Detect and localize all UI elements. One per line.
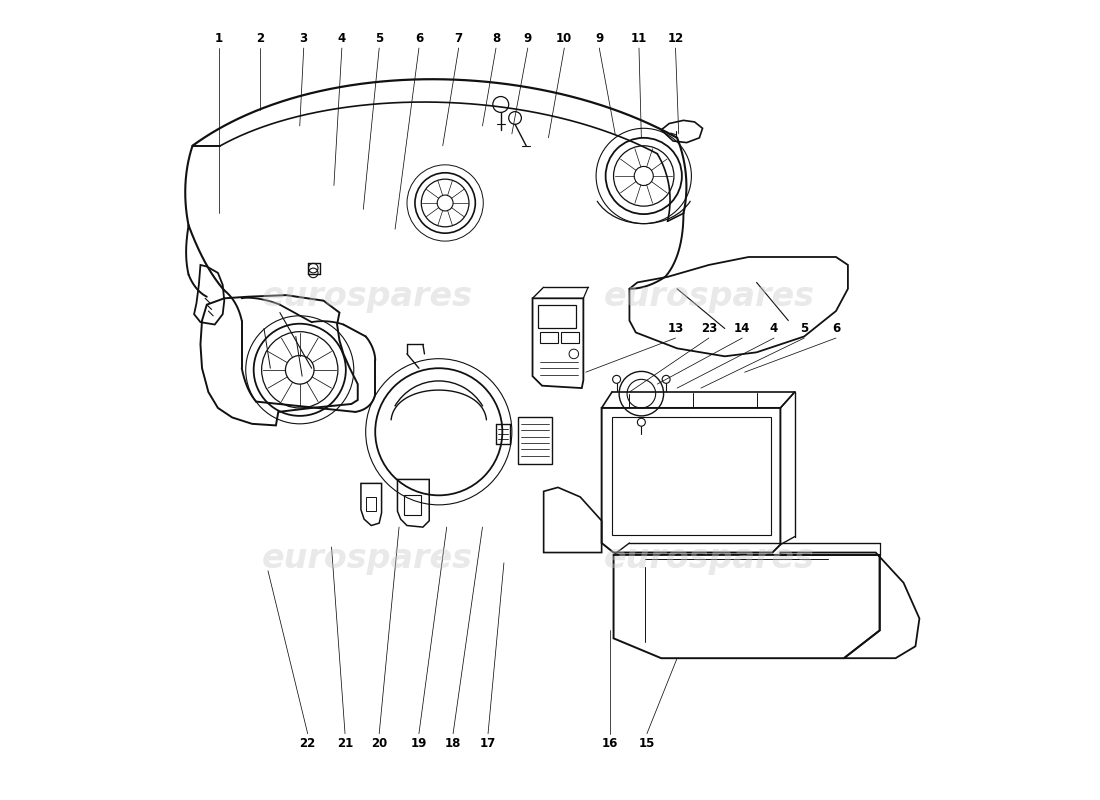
Text: 17: 17 — [480, 737, 496, 750]
Text: 3: 3 — [299, 32, 308, 45]
Text: 23: 23 — [701, 322, 717, 335]
Text: eurospares: eurospares — [604, 542, 814, 575]
Bar — [538, 305, 576, 329]
Bar — [366, 497, 376, 511]
Text: 21: 21 — [337, 737, 353, 750]
Bar — [518, 418, 551, 463]
Text: 10: 10 — [557, 32, 572, 45]
Text: 15: 15 — [639, 737, 656, 750]
Text: 2: 2 — [256, 32, 264, 45]
Text: 4: 4 — [770, 322, 778, 335]
Text: eurospares: eurospares — [604, 280, 814, 314]
Text: 12: 12 — [668, 32, 683, 45]
Text: 22: 22 — [299, 737, 316, 750]
Text: 20: 20 — [371, 737, 387, 750]
Bar — [540, 332, 558, 342]
Text: 1: 1 — [214, 32, 223, 45]
Text: 11: 11 — [631, 32, 647, 45]
Text: 16: 16 — [602, 737, 618, 750]
Text: 8: 8 — [492, 32, 500, 45]
Text: 4: 4 — [338, 32, 346, 45]
Text: 9: 9 — [524, 32, 532, 45]
Text: 6: 6 — [415, 32, 424, 45]
Bar — [612, 418, 771, 535]
Text: 13: 13 — [668, 322, 683, 335]
Bar — [404, 495, 421, 515]
Text: eurospares: eurospares — [262, 542, 473, 575]
Text: 18: 18 — [444, 737, 461, 750]
Text: 19: 19 — [410, 737, 427, 750]
Text: 5: 5 — [800, 322, 808, 335]
Bar — [561, 332, 579, 342]
Text: eurospares: eurospares — [262, 280, 473, 314]
Text: 9: 9 — [595, 32, 604, 45]
Text: 6: 6 — [832, 322, 840, 335]
Text: 5: 5 — [375, 32, 383, 45]
Text: 7: 7 — [454, 32, 463, 45]
Text: 14: 14 — [734, 322, 750, 335]
